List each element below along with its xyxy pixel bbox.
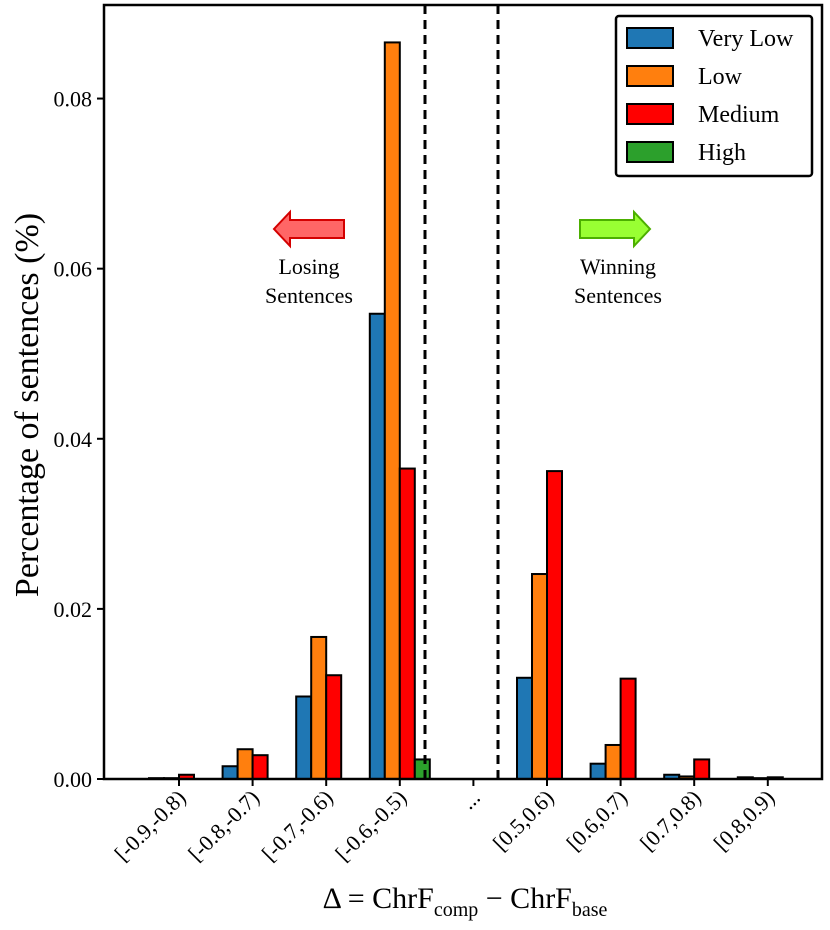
legend-swatch-medium [626,103,674,125]
x-tick-label: [-0.8,-0.7) [183,785,264,866]
legend-swatch-high [626,141,674,163]
legend-swatch-low [626,65,674,87]
losing-annotation: Losing Sentences [265,209,353,308]
y-axis-label: Percentage of sentences (%) [9,213,46,597]
y-tick-label: 0.06 [54,257,93,282]
bar-low-1 [236,748,254,781]
x-axis-label-mid: − ChrF [478,882,572,915]
x-axis-label: Δ = ChrFcomp − ChrFbase [323,882,608,921]
y-tick-label: 0.04 [54,427,93,452]
y-axis: 0.00 0.02 0.04 0.06 0.08 [54,87,104,792]
x-tick-label: [0.7,0.8) [635,785,706,856]
bar-very-low-5 [516,676,533,780]
legend-label-low: Low [698,64,743,90]
y-tick-label: 0.08 [54,87,93,112]
bar-medium-5 [546,470,563,780]
legend-label-medium: Medium [698,102,780,128]
x-tick-label: [-0.6,-0.5) [330,785,411,866]
x-tick-label: [0.8,0.9) [709,785,780,856]
x-tick-label: [-0.9,-0.8) [109,785,190,866]
legend-frame [614,14,814,178]
losing-label-line2: Sentences [265,283,353,308]
x-axis-label-sub2: base [572,899,608,921]
plot-frame [102,3,824,781]
bar-very-low-2 [295,695,313,780]
x-tick-label: ... [456,785,485,814]
bar-medium-6 [619,677,637,781]
bar-medium-7 [693,758,711,781]
bar-low-2 [310,635,328,781]
winning-label-line2: Sentences [574,283,662,308]
bar-very-low-6 [589,762,607,781]
bar-very-low-1 [221,765,239,781]
bar-medium-2 [325,674,343,781]
left-arrow-icon [272,209,345,249]
x-axis-label-sub1: comp [434,899,478,921]
winning-label-line1: Winning [580,254,656,279]
legend-label-high: High [698,140,746,166]
legend-label-very-low: Very Low [698,26,794,52]
x-tick-label: [0.5,0.6) [488,785,559,856]
bar-very-low-3 [368,312,386,780]
x-tick-label: [0.6,0.7) [561,785,632,856]
dividers [423,5,500,779]
losing-label-line1: Losing [278,254,339,279]
legend-swatch-very-low [626,27,674,49]
bar-medium-3 [398,467,416,780]
bar-low-5 [531,573,548,780]
y-tick-label: 0.00 [54,767,93,792]
legend: Very Low Low Medium High [614,14,814,178]
right-arrow-icon [579,209,652,249]
y-tick-label: 0.02 [54,597,93,622]
bar-low-6 [604,743,622,781]
x-axis: [-0.9,-0.8)[-0.8,-0.7)[-0.7,-0.6)[-0.6,-… [109,779,779,866]
x-axis-label-main: Δ = ChrF [323,882,434,915]
bar-medium-1 [251,754,269,781]
bar-high-3 [413,758,431,781]
x-tick-label: [-0.7,-0.6) [257,785,338,866]
winning-annotation: Winning Sentences [574,209,662,308]
bar-low-3 [383,41,401,780]
